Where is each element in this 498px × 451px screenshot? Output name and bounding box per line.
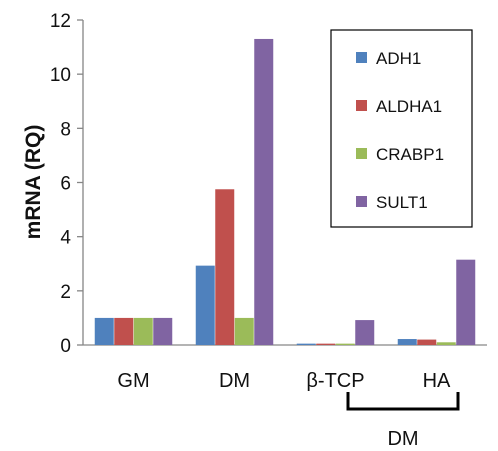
bar-adh1-1	[195, 265, 215, 345]
y-tick-label: 4	[60, 228, 71, 249]
bracket-line	[346, 392, 460, 411]
bar-aldha1-1	[215, 189, 235, 345]
bar-adh1-2	[296, 343, 316, 345]
y-tick-label: 6	[60, 174, 71, 195]
legend-swatch	[356, 100, 367, 111]
bar-crabp1-2	[335, 343, 355, 345]
bar-sult1-2	[355, 320, 375, 345]
legend-label: SULT1	[376, 193, 428, 212]
y-tick-label: 2	[60, 282, 71, 303]
y-tick-label: 10	[50, 65, 71, 86]
bar-crabp1-0	[133, 317, 153, 345]
x-category-label: β-TCP	[306, 370, 364, 392]
bar-sult1-3	[456, 259, 476, 345]
legend-swatch	[356, 148, 367, 159]
legend: ADH1 ALDHA1 CRABP1 SULT1	[330, 29, 473, 228]
dm-group-bracket: DM	[346, 392, 460, 450]
y-axis-label: mRNA (RQ)	[22, 125, 45, 240]
bar-sult1-0	[153, 317, 173, 345]
legend-swatch	[356, 196, 367, 207]
bar-aldha1-2	[316, 343, 336, 345]
y-ticks: 0 2 4 6 8 10 12	[50, 11, 83, 357]
y-tick-label: 8	[60, 119, 71, 140]
x-category-label: GM	[117, 370, 149, 392]
bar-adh1-3	[397, 339, 417, 345]
bar-crabp1-3	[436, 342, 456, 345]
x-category-label: HA	[423, 370, 451, 392]
bars	[94, 38, 476, 345]
x-category-label: DM	[219, 370, 250, 392]
legend-swatch	[356, 52, 367, 63]
bar-adh1-0	[94, 317, 114, 345]
y-tick-label: 12	[50, 11, 71, 32]
legend-box	[330, 29, 473, 228]
x-category-labels: GM DM β-TCP HA	[117, 370, 451, 392]
bar-crabp1-1	[234, 317, 254, 345]
legend-label: CRABP1	[376, 145, 444, 164]
y-axis-label-group: mRNA (RQ)	[22, 125, 45, 240]
bar-aldha1-3	[417, 339, 437, 345]
bar-sult1-1	[254, 38, 274, 345]
legend-label: ALDHA1	[376, 97, 442, 116]
y-tick-label: 0	[60, 336, 71, 357]
bracket-label: DM	[387, 428, 418, 450]
bar-aldha1-0	[114, 317, 134, 345]
legend-label: ADH1	[376, 49, 421, 68]
